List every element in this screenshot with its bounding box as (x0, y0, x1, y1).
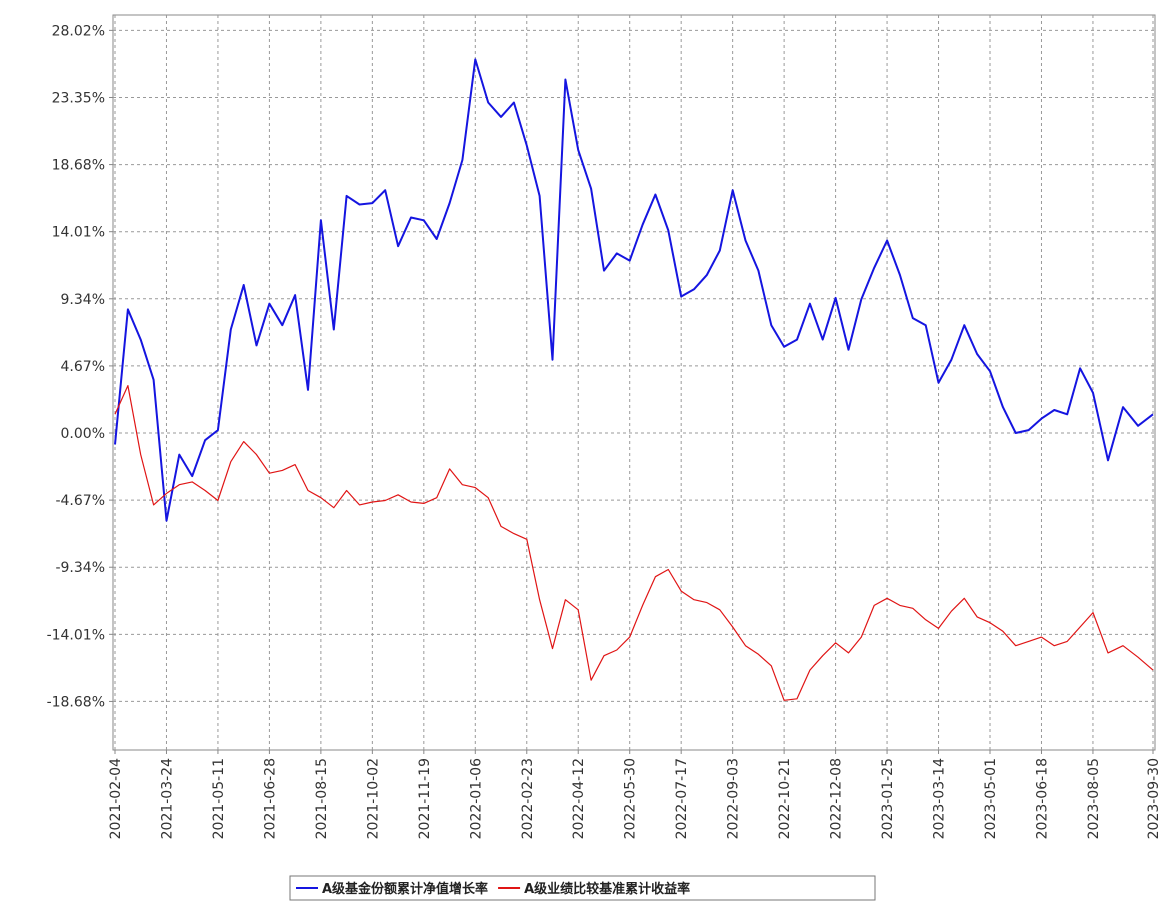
x-tick-label: 2022-02-23 (520, 758, 536, 839)
x-tick-label: 2023-03-14 (932, 758, 948, 839)
y-tick-label: 4.67% (61, 359, 105, 375)
x-tick-label: 2023-05-01 (983, 758, 999, 839)
x-tick-label: 2021-08-15 (314, 758, 330, 839)
y-tick-label: 14.01% (52, 225, 105, 241)
legend-label: A级业绩比较基准累计收益率 (524, 881, 690, 897)
y-tick-label: -18.68% (47, 694, 105, 710)
x-tick-label: 2023-09-30 (1146, 758, 1161, 839)
x-tick-label: 2021-10-02 (365, 758, 381, 839)
x-tick-label: 2021-11-19 (417, 758, 433, 839)
legend-box (289, 875, 876, 901)
data-line (114, 385, 1154, 701)
x-tick-label: 2023-08-05 (1086, 758, 1102, 839)
y-tick-label: 18.68% (52, 158, 105, 174)
legend-label: A级基金份额累计净值增长率 (322, 881, 488, 897)
y-tick-label: 23.35% (52, 90, 105, 106)
x-tick-label: 2021-03-24 (159, 758, 175, 839)
y-tick-label: -4.67% (55, 493, 105, 509)
x-tick-label: 2022-10-21 (777, 758, 793, 839)
x-tick-label: 2021-06-28 (262, 758, 278, 839)
x-tick-label: 2022-07-17 (674, 758, 690, 839)
x-tick-label: 2023-06-18 (1034, 758, 1050, 839)
x-tick-label: 2022-01-06 (468, 758, 484, 839)
y-tick-label: -9.34% (55, 560, 105, 576)
y-tick-label: -14.01% (47, 627, 105, 643)
y-tick-label: 9.34% (61, 292, 105, 308)
x-tick-label: 2021-02-04 (108, 758, 124, 839)
x-tick-label: 2023-01-25 (880, 758, 896, 839)
y-tick-label: 0.00% (61, 426, 105, 442)
x-tick-label: 2021-05-11 (211, 758, 227, 839)
x-tick-label: 2022-04-12 (571, 758, 587, 839)
y-tick-label: 28.02% (52, 23, 105, 39)
x-tick-label: 2022-09-03 (726, 758, 742, 839)
x-tick-label: 2022-05-30 (623, 758, 639, 839)
x-tick-label: 2022-12-08 (829, 758, 845, 839)
data-line (114, 58, 1154, 522)
